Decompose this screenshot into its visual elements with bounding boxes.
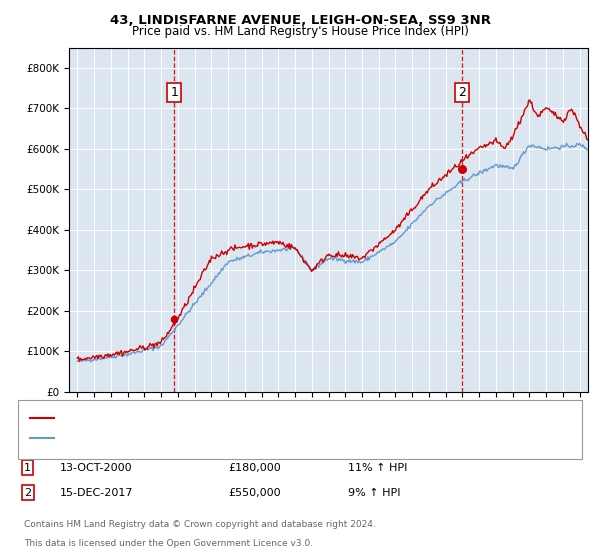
Text: 43, LINDISFARNE AVENUE, LEIGH-ON-SEA, SS9 3NR (detached house): 43, LINDISFARNE AVENUE, LEIGH-ON-SEA, SS… — [63, 413, 424, 423]
Text: 2: 2 — [458, 86, 466, 99]
Text: 11% ↑ HPI: 11% ↑ HPI — [348, 463, 407, 473]
Text: 2: 2 — [24, 488, 31, 498]
Text: £180,000: £180,000 — [228, 463, 281, 473]
Text: 43, LINDISFARNE AVENUE, LEIGH-ON-SEA, SS9 3NR: 43, LINDISFARNE AVENUE, LEIGH-ON-SEA, SS… — [110, 14, 491, 27]
Text: 15-DEC-2017: 15-DEC-2017 — [60, 488, 133, 498]
Text: HPI: Average price, detached house, Southend-on-Sea: HPI: Average price, detached house, Sout… — [63, 433, 346, 444]
Text: Price paid vs. HM Land Registry's House Price Index (HPI): Price paid vs. HM Land Registry's House … — [131, 25, 469, 38]
Point — [170, 315, 179, 324]
Point — [457, 165, 467, 174]
Text: 1: 1 — [170, 86, 178, 99]
Text: 9% ↑ HPI: 9% ↑ HPI — [348, 488, 401, 498]
Text: 13-OCT-2000: 13-OCT-2000 — [60, 463, 133, 473]
Text: This data is licensed under the Open Government Licence v3.0.: This data is licensed under the Open Gov… — [24, 539, 313, 548]
Text: £550,000: £550,000 — [228, 488, 281, 498]
Text: Contains HM Land Registry data © Crown copyright and database right 2024.: Contains HM Land Registry data © Crown c… — [24, 520, 376, 529]
Text: 1: 1 — [24, 463, 31, 473]
